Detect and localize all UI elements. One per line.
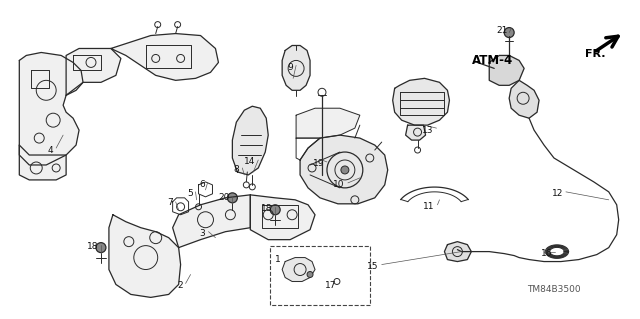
Bar xyxy=(270,246,370,305)
Ellipse shape xyxy=(270,205,280,215)
Text: 19: 19 xyxy=(312,160,324,168)
Polygon shape xyxy=(282,257,315,281)
Polygon shape xyxy=(296,108,360,138)
Polygon shape xyxy=(444,241,471,262)
Text: 6: 6 xyxy=(200,180,205,189)
Text: 16: 16 xyxy=(541,249,552,258)
Text: 18: 18 xyxy=(260,204,272,213)
Ellipse shape xyxy=(307,271,313,278)
Polygon shape xyxy=(19,52,83,165)
Polygon shape xyxy=(250,195,315,240)
Text: 7: 7 xyxy=(167,198,173,207)
Text: 21: 21 xyxy=(497,26,508,35)
Text: 9: 9 xyxy=(287,63,293,72)
Polygon shape xyxy=(19,145,66,180)
Text: 5: 5 xyxy=(187,189,193,198)
Polygon shape xyxy=(111,33,218,80)
Text: 14: 14 xyxy=(244,158,255,167)
Ellipse shape xyxy=(227,193,237,203)
Polygon shape xyxy=(173,195,250,248)
Text: 10: 10 xyxy=(333,180,345,189)
Polygon shape xyxy=(282,46,310,90)
Text: 1: 1 xyxy=(275,255,281,264)
Text: 4: 4 xyxy=(47,145,53,154)
Text: TM84B3500: TM84B3500 xyxy=(527,285,580,294)
Ellipse shape xyxy=(341,166,349,174)
Text: 8: 8 xyxy=(234,166,239,174)
Polygon shape xyxy=(300,135,388,204)
Text: 17: 17 xyxy=(325,281,337,290)
Text: 2: 2 xyxy=(177,281,182,290)
Polygon shape xyxy=(489,56,524,85)
Text: 11: 11 xyxy=(423,202,435,211)
Text: 18: 18 xyxy=(86,242,98,251)
Text: 13: 13 xyxy=(422,126,433,135)
Text: 3: 3 xyxy=(200,229,205,238)
Text: FR.: FR. xyxy=(585,49,605,59)
Text: 15: 15 xyxy=(367,262,379,271)
Text: 12: 12 xyxy=(552,189,563,198)
Polygon shape xyxy=(509,80,539,118)
Polygon shape xyxy=(66,48,121,95)
Text: ATM-4: ATM-4 xyxy=(472,54,513,67)
Text: 20: 20 xyxy=(218,193,229,202)
Polygon shape xyxy=(406,125,426,140)
Polygon shape xyxy=(109,215,180,297)
Ellipse shape xyxy=(96,243,106,253)
Polygon shape xyxy=(232,106,268,175)
Ellipse shape xyxy=(504,27,514,38)
Polygon shape xyxy=(393,78,449,125)
